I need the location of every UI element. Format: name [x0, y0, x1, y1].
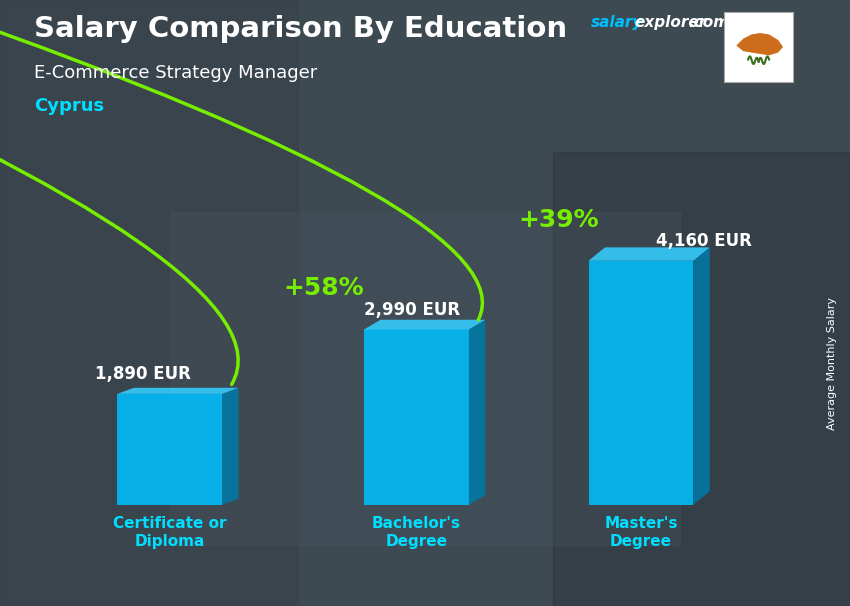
Text: Certificate or
Diploma: Certificate or Diploma [113, 516, 226, 549]
Text: 2,990 EUR: 2,990 EUR [364, 301, 460, 319]
Text: Salary Comparison By Education: Salary Comparison By Education [34, 15, 567, 43]
Text: +58%: +58% [283, 276, 364, 301]
Bar [552, 152, 850, 606]
Polygon shape [588, 261, 694, 505]
Polygon shape [736, 33, 783, 55]
Polygon shape [469, 320, 485, 505]
Text: .com: .com [688, 15, 729, 30]
Polygon shape [588, 247, 710, 261]
Text: E-Commerce Strategy Manager: E-Commerce Strategy Manager [34, 64, 317, 82]
Text: explorer: explorer [635, 15, 707, 30]
Polygon shape [117, 388, 239, 394]
Bar [0, 0, 298, 606]
Text: Cyprus: Cyprus [34, 97, 104, 115]
Polygon shape [364, 320, 485, 330]
Text: salary: salary [591, 15, 643, 30]
Text: 1,890 EUR: 1,890 EUR [95, 365, 190, 384]
Text: Average Monthly Salary: Average Monthly Salary [827, 297, 837, 430]
Text: 4,160 EUR: 4,160 EUR [656, 232, 751, 250]
Polygon shape [222, 388, 239, 505]
Polygon shape [694, 247, 710, 505]
Polygon shape [364, 330, 469, 505]
Text: Master's
Degree: Master's Degree [604, 516, 677, 549]
Bar [170, 212, 680, 545]
Text: Bachelor's
Degree: Bachelor's Degree [372, 516, 461, 549]
Text: +39%: +39% [518, 208, 599, 231]
Polygon shape [117, 394, 222, 505]
